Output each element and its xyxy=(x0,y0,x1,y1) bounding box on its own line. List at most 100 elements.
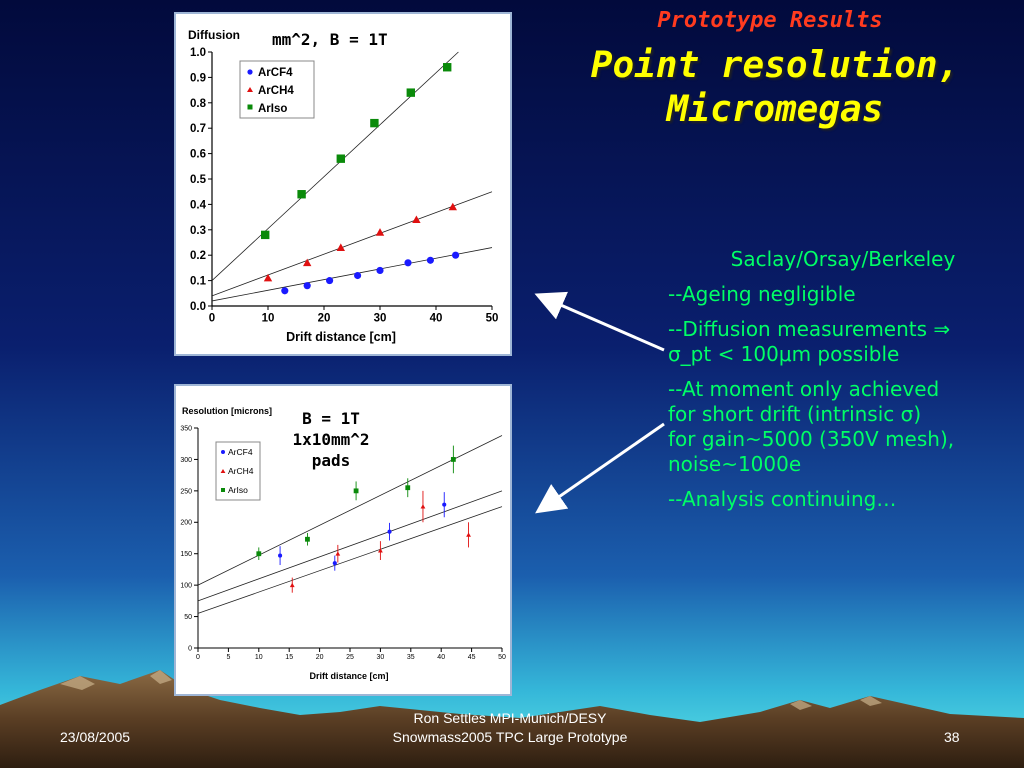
point-arch4 xyxy=(303,258,312,267)
point-ariso xyxy=(406,88,415,97)
annotation-line3: pads xyxy=(311,451,351,470)
bullet-diffusion-line2: σ_pt < 100μm possible xyxy=(668,342,900,366)
point-arch4 xyxy=(466,532,471,537)
legend: ArCF4 ArCH4 ArIso xyxy=(215,441,261,501)
diffusion-units-annotation: mm^2, B = 1T xyxy=(272,30,388,49)
point-arch4 xyxy=(378,548,383,553)
fit-line-arch4 xyxy=(211,191,493,297)
fit-line-arcf4 xyxy=(211,247,493,302)
bullet-achieved-line4: noise~1000e xyxy=(668,452,802,476)
footer-event: Snowmass2005 TPC Large Prototype xyxy=(392,729,628,745)
y-tick-label: 0.2 xyxy=(190,250,206,262)
slide-title: Point resolution, Micromegas xyxy=(560,44,990,132)
point-arcf4 xyxy=(326,277,334,285)
point-arcf4 xyxy=(376,266,384,275)
legend-marker-arch4 xyxy=(220,469,226,473)
point-ariso xyxy=(450,457,456,462)
point-arch4 xyxy=(420,504,426,509)
y-tick-label: 1.0 xyxy=(190,47,206,59)
legend-label-ariso: ArIso xyxy=(228,485,248,495)
bullet-diffusion-line1: --Diffusion measurements ⇒ xyxy=(668,317,951,341)
x-tick-label: 40 xyxy=(430,313,443,325)
point-arcf4 xyxy=(278,553,283,558)
footer-date: 23/08/2005 xyxy=(60,729,131,745)
legend-marker-ariso xyxy=(221,488,225,492)
fit-line-ariso xyxy=(211,51,459,281)
point-arch4 xyxy=(289,582,295,588)
point-ariso xyxy=(261,230,270,240)
bullet-analysis: --Analysis continuing… xyxy=(668,487,897,511)
point-arch4 xyxy=(375,228,385,236)
y-tick-label: 0.1 xyxy=(190,276,207,288)
x-tick-label: 10 xyxy=(255,654,263,661)
point-arch4 xyxy=(263,273,273,282)
x-tick-label: 35 xyxy=(407,654,415,661)
annotation-line1: B = 1T xyxy=(302,409,360,428)
bullet-ageing: --Ageing negligible xyxy=(668,282,856,306)
x-tick-label: 0 xyxy=(209,313,215,325)
y-tick-label: 0.9 xyxy=(190,72,206,84)
footer-center: Ron Settles MPI-Munich/DESY Snowmass2005… xyxy=(330,709,690,747)
legend-label-ariso: ArIso xyxy=(258,103,287,115)
x-tick-label: 0 xyxy=(196,654,200,661)
point-arcf4 xyxy=(281,287,289,295)
point-ariso xyxy=(405,485,411,491)
y-tick-label: 300 xyxy=(180,457,192,464)
y-tick-label: 0.0 xyxy=(190,301,206,313)
legend-marker-arcf4 xyxy=(247,69,253,75)
bullet-achieved: --At moment only achieved for short drif… xyxy=(668,377,1018,477)
y-axis-label: Diffusion xyxy=(188,28,240,42)
legend-label-arch4: ArCH4 xyxy=(258,85,294,97)
legend-label-arcf4: ArCF4 xyxy=(228,447,253,457)
point-arcf4 xyxy=(354,271,362,280)
annotation-line2: 1x10mm^2 xyxy=(292,430,370,449)
footer-author: Ron Settles MPI-Munich/DESY xyxy=(413,710,607,726)
diffusion-chart: Diffusion Drift distance [cm] 0 10 20 30 40 5… xyxy=(188,28,498,344)
y-tick-label: 0 xyxy=(188,645,192,652)
x-tick-label: 5 xyxy=(226,654,230,661)
x-tick-label: 10 xyxy=(262,313,275,325)
legend-marker-arcf4 xyxy=(221,450,225,454)
bullet-achieved-line1: --At moment only achieved xyxy=(668,377,940,401)
fit-line-arcf4 xyxy=(197,490,503,602)
fit-line-arch4 xyxy=(197,506,503,614)
x-tick-label: 25 xyxy=(346,654,354,661)
point-ariso xyxy=(297,190,306,199)
point-arch4 xyxy=(335,551,341,556)
y-tick-label: 0.5 xyxy=(190,174,207,186)
point-ariso xyxy=(353,488,359,494)
x-tick-label: 15 xyxy=(285,654,293,661)
x-tick-label: 30 xyxy=(377,654,385,661)
resolution-chart: Resolution [microns] Drift distance [cm]… xyxy=(180,406,506,681)
y-axis-label: Resolution [microns] xyxy=(182,406,272,416)
x-tick-label: 45 xyxy=(468,654,476,661)
page-number: 38 xyxy=(944,729,960,745)
slide-kicker: Prototype Results xyxy=(657,8,883,33)
slide-title-line1: Point resolution, xyxy=(590,45,960,86)
x-tick-label: 40 xyxy=(437,654,445,661)
y-tick-label: 0.4 xyxy=(190,199,207,211)
x-tick-label: 20 xyxy=(318,313,331,325)
point-arcf4 xyxy=(452,251,460,259)
x-tick-label: 30 xyxy=(374,313,387,325)
point-ariso xyxy=(256,551,262,557)
y-tick-label: 0.6 xyxy=(190,149,206,161)
point-ariso xyxy=(370,118,379,128)
legend-marker-ariso xyxy=(247,104,253,110)
slide-title-line2: Micromegas xyxy=(666,89,884,130)
x-axis-label: Drift distance [cm] xyxy=(309,671,388,681)
bullet-achieved-line3: for gain~5000 (350V mesh), xyxy=(668,427,955,451)
y-tick-label: 0.3 xyxy=(190,225,206,237)
point-ariso xyxy=(305,536,310,542)
x-axis-label: Drift distance [cm] xyxy=(286,330,396,344)
bullet-diffusion: --Diffusion measurements ⇒ σ_pt < 100μm … xyxy=(668,317,1018,367)
point-arcf4 xyxy=(404,259,412,267)
point-arcf4 xyxy=(442,502,447,507)
x-tick-label: 20 xyxy=(316,654,324,661)
legend-label-arch4: ArCH4 xyxy=(228,466,254,476)
legend-label-arcf4: ArCF4 xyxy=(258,67,293,79)
point-ariso xyxy=(336,154,345,163)
y-tick-label: 200 xyxy=(180,520,192,527)
point-arch4 xyxy=(412,215,421,223)
